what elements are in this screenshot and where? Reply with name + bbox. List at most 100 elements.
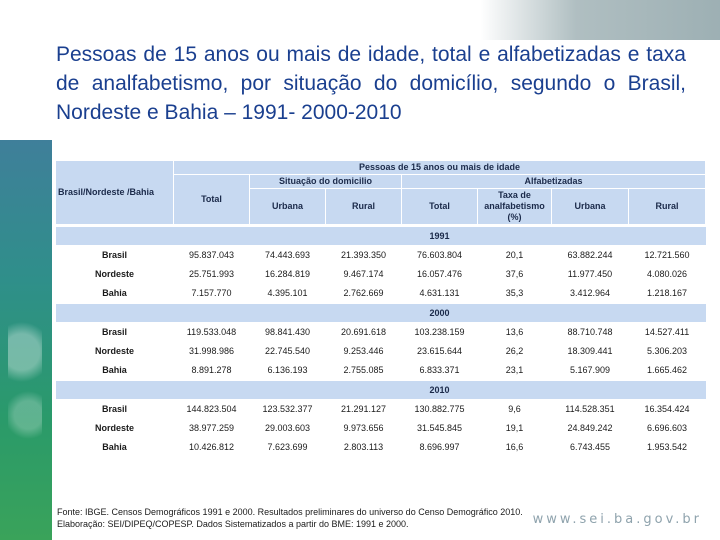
cell-alf-total: 8.696.997 [419,441,460,452]
year-label: 2000 [173,304,706,322]
footer-elaboration: Elaboração: SEI/DIPEQ/COPESP. Dados Sist… [57,519,409,529]
cell-alf-urbana: 18.309.441 [567,345,613,356]
header-total: Total [173,174,250,225]
table-row: Bahia 8.891.278 6.136.193 2.755.085 6.833.37… [56,360,706,379]
header-urbana: Urbana [249,188,326,225]
cell-total: 7.157.770 [191,287,232,298]
cell-alf-total: 103.238.159 [414,326,465,337]
table-row: Nordeste 38.977.259 29.003.603 9.973.656 31.… [56,418,706,437]
cell-taxa: 13,6 [505,326,524,337]
cell-urbana: 6.136.193 [267,364,308,375]
table-row: Bahia 7.157.770 4.395.101 2.762.669 4.631.13… [56,283,706,302]
cell-taxa: 26,2 [505,345,524,356]
cell-alf-rural: 1.953.542 [647,441,688,452]
row-region-label: Bahia [102,364,127,375]
year-blank [55,381,174,399]
cell-alf-total: 130.882.775 [414,403,465,414]
cell-alf-total: 4.631.131 [419,287,460,298]
cell-alf-rural: 1.218.167 [647,287,688,298]
cell-total: 8.891.278 [191,364,232,375]
cell-taxa: 16,6 [505,441,524,452]
cell-taxa: 37,6 [505,268,524,279]
cell-alf-total: 76.603.804 [416,249,463,260]
cell-rural: 2.755.085 [343,364,384,375]
cell-total: 119.533.048 [186,326,237,337]
row-region-label: Nordeste [94,268,134,279]
cell-rural: 2.762.669 [343,287,384,298]
row-region-label: Nordeste [94,422,134,433]
header-group: Pessoas de 15 anos ou mais de idade [172,160,707,175]
cell-urbana: 7.623.699 [267,441,308,452]
table-row: Brasil 95.837.043 74.443.693 21.393.350 76.6… [56,245,706,264]
row-region-label: Bahia [102,441,127,452]
cell-rural: 9.253.446 [343,345,384,356]
cell-rural: 9.973.656 [343,422,384,433]
cell-urbana: 4.395.101 [267,287,308,298]
cell-alf-urbana: 63.882.244 [567,249,613,260]
cell-rural: 20.691.618 [340,326,387,337]
year-row: 2000 [55,304,706,322]
cell-taxa: 19,1 [505,422,524,433]
cell-total: 25.751.993 [188,268,235,279]
row-region-label: Brasil [101,326,127,337]
cell-total: 95.837.043 [188,249,235,260]
cell-taxa: 35,3 [505,287,524,298]
cell-alf-rural: 5.306.203 [647,345,688,356]
row-region-label: Brasil [101,403,127,414]
cell-rural: 21.393.350 [340,249,387,260]
table-row: Brasil 119.533.048 98.841.430 20.691.618 103… [56,322,706,341]
cell-alf-rural: 1.665.462 [647,364,688,375]
footer-source: Fonte: IBGE. Censos Demográficos 1991 e … [57,507,523,517]
top-decorative-band [480,0,720,40]
cell-taxa: 9,6 [508,403,521,414]
cell-total: 144.823.504 [186,403,237,414]
left-decorative-band [0,140,52,540]
header-region: Brasil/Nordeste /Bahia [55,160,174,225]
year-label: 1991 [173,227,706,245]
row-region-label: Brasil [101,249,127,260]
cell-urbana: 29.003.603 [264,422,311,433]
cell-total: 31.998.986 [188,345,235,356]
year-label: 2010 [173,381,706,399]
cell-alf-urbana: 6.743.455 [569,441,611,452]
cell-total: 38.977.259 [188,422,235,433]
header-rural: Rural [325,188,402,225]
cell-rural: 9.467.174 [343,268,384,279]
cell-alf-urbana: 114.528.351 [565,403,615,414]
cell-alf-total: 16.057.476 [416,268,463,279]
year-row: 2010 [55,381,706,399]
cell-urbana: 123.532.377 [262,403,313,414]
row-region-label: Bahia [102,287,127,298]
year-row: 1991 [55,227,706,245]
cell-alf-urbana: 3.412.964 [569,287,611,298]
cell-taxa: 20,1 [505,249,524,260]
cell-alf-rural: 12.721.560 [644,249,690,260]
cell-urbana: 98.841.430 [264,326,311,337]
table-row: Brasil 144.823.504 123.532.377 21.291.127 13… [56,399,706,418]
row-region-label: Nordeste [94,345,134,356]
cell-alf-urbana: 11.977.450 [567,268,613,279]
cell-total: 10.426.812 [188,441,235,452]
header-alf-rural: Rural [627,188,707,225]
cell-alf-total: 23.615.644 [416,345,463,356]
cell-alf-urbana: 5.167.909 [569,364,611,375]
site-url: www.sei.ba.gov.br [532,512,702,527]
data-table-container: Brasil/Nordeste /Bahia Pessoas de 15 ano… [55,160,707,502]
header-situacao: Situação do domicilio [249,174,402,189]
cell-alf-rural: 16.354.424 [644,403,690,414]
cell-alf-total: 6.833.371 [419,364,460,375]
cell-alf-rural: 14.527.411 [644,326,690,337]
header-taxa: Taxa de analfabetismo (%) [477,188,552,225]
literacy-table: Brasil/Nordeste /Bahia Pessoas de 15 ano… [55,160,707,457]
year-blank [55,304,174,322]
header-alfabetizadas: Alfabetizadas [400,174,707,189]
cell-rural: 2.803.113 [343,441,384,452]
cell-urbana: 74.443.693 [264,249,311,260]
cell-alf-total: 31.545.845 [416,422,463,433]
table-body: 1991 Brasil 95.837.043 74.443.693 21.393.350… [55,225,706,457]
table-row: Bahia 10.426.812 7.623.699 2.803.113 8.696.9… [56,437,706,456]
cell-urbana: 16.284.819 [264,268,311,279]
cell-rural: 21.291.127 [340,403,387,414]
header-alf-urbana: Urbana [551,188,629,225]
table-row: Nordeste 25.751.993 16.284.819 9.467.174 16.… [56,264,706,283]
